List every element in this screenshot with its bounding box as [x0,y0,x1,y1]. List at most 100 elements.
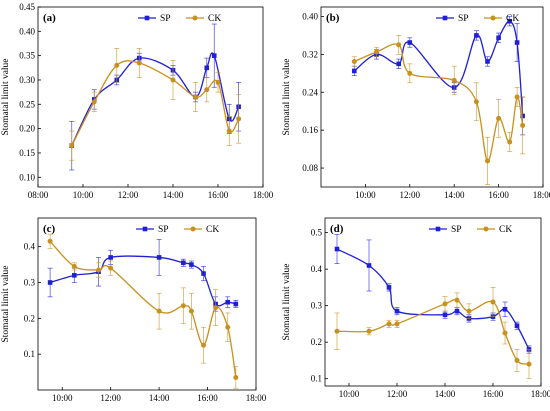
data-point [520,122,526,128]
plot-frame [37,6,264,188]
data-point [407,70,413,76]
data-point [193,94,198,100]
legend-marker [192,15,198,21]
x-tick-label: 12:00 [118,190,139,200]
y-tick-label: 0.1 [311,374,322,384]
x-tick-label: 16:00 [488,190,509,200]
data-point [204,65,210,71]
y-tick-label: 0.3 [24,278,36,288]
x-tick-label: 18:00 [253,190,274,200]
legend-marker [190,226,196,232]
y-tick-label: 0.2 [24,313,35,323]
legend-label: CK [499,225,512,235]
data-point [366,263,372,268]
x-tick-label: 18:00 [533,190,550,200]
data-point [502,330,508,336]
x-tick-label: 08:00 [28,190,49,200]
legend: SP CK [436,14,519,24]
data-point [454,297,460,303]
data-point [334,246,340,252]
data-point [233,374,239,380]
series-CK [47,233,239,389]
data-point [514,40,520,45]
data-point [236,116,242,122]
data-point [71,263,77,269]
y-axis-label: Stomatal limit value [282,58,292,135]
panel-label: (b) [326,12,340,24]
x-tick-label: 10:00 [355,190,376,200]
data-point [156,308,162,314]
legend-label: CK [206,225,219,235]
y-tick-label: 0.4 [311,264,323,274]
y-tick-label: 0.30 [19,75,35,85]
data-point [502,307,508,312]
data-point [211,53,217,58]
data-point [47,280,53,285]
legend-label: CK [506,14,519,24]
data-point [201,342,207,348]
x-tick-label: 10:00 [73,190,94,200]
data-point [91,99,97,105]
data-point [108,255,113,260]
data-point [226,128,232,134]
data-point [201,271,206,276]
data-point [394,308,400,314]
y-tick-label: 0.20 [19,124,35,134]
y-axis-label: Stomatal limit value [1,58,11,135]
y-tick-label: 0.45 [19,2,35,12]
y-tick-label: 0.15 [19,148,35,158]
data-point [496,115,502,121]
legend-label: SP [160,14,171,24]
data-point [69,143,75,149]
data-point [334,328,340,334]
data-point [225,324,231,330]
x-tick-label: 16:00 [208,190,229,200]
legend-marker [442,15,448,21]
series-CK [69,48,242,161]
y-tick-label: 0.24 [302,87,318,97]
data-point [213,305,219,311]
legend: SP CK [429,225,512,235]
data-point [496,35,501,41]
y-axis-label: Stomatal limit value [282,263,292,340]
panel-0: 0.10 0.15 0.20 0.25 0.30 0.35 0.40 0.45 08:00 10:… [1,2,274,200]
legend-label: CK [208,14,221,24]
panel-1: 0.08 0.16 0.24 0.32 0.40 10:00 12:00 14:00 16:00… [282,6,550,200]
plot-frame [37,217,257,391]
data-point [47,238,53,244]
y-tick-label: 0.40 [302,11,318,21]
x-tick-label: 14:00 [163,190,184,200]
y-tick-label: 0.5 [311,228,323,238]
y-tick-label: 0.08 [302,163,318,173]
x-tick-label: 10:00 [339,389,360,399]
series-line [71,52,240,146]
x-tick-label: 16:00 [483,389,504,399]
series-CK [351,35,526,185]
data-point [526,361,532,367]
data-point [514,94,520,100]
x-tick-label: 16:00 [197,393,218,403]
data-point [108,265,114,271]
panel-label: (c) [43,223,56,235]
data-point [394,321,400,327]
legend-label: SP [458,14,469,24]
plot-frame [320,6,544,188]
data-point [215,79,221,85]
x-tick-label: 12:00 [400,190,421,200]
data-point [514,357,520,363]
x-tick-label: 14:00 [444,190,465,200]
series-line [354,43,524,162]
data-point [189,262,194,267]
data-point [407,40,413,45]
series-line [49,240,237,378]
data-point [156,255,162,260]
data-point [485,158,490,164]
x-tick-label: 18:00 [531,389,550,399]
data-point [396,42,402,48]
data-point [170,77,176,83]
y-tick-label: 0.2 [311,337,322,347]
data-point [454,308,460,314]
data-point [366,328,372,334]
data-point [352,68,357,74]
data-point [451,77,457,83]
